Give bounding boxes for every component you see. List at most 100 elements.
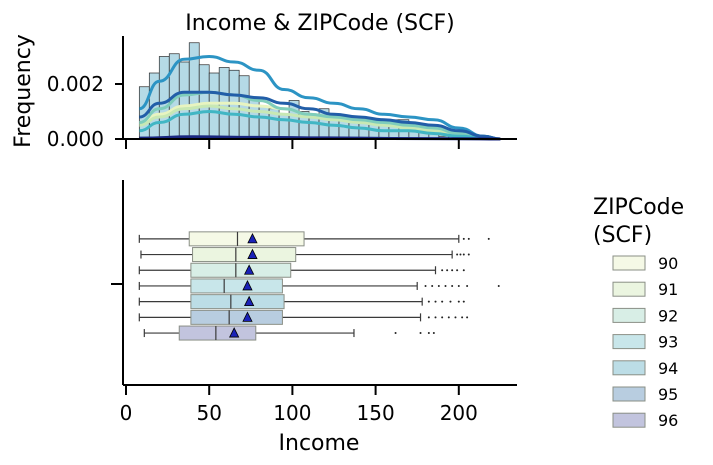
outlier-point [466, 316, 469, 319]
histogram-bar [158, 56, 170, 140]
legend-swatch [612, 307, 646, 323]
outlier-point [466, 284, 469, 287]
legend-swatch [612, 255, 646, 271]
box-body [188, 231, 305, 247]
outlier-point [451, 269, 454, 272]
histogram-bar [328, 119, 340, 140]
legend-swatch [612, 334, 646, 350]
legend-label: 96 [658, 411, 678, 430]
kde-line-93 [139, 109, 501, 141]
histogram-bar [358, 122, 370, 140]
kde-line-95 [139, 90, 501, 141]
legend-item-92: 92 [612, 306, 678, 325]
legend-swatch [612, 360, 646, 376]
outlier-point [427, 316, 430, 319]
x-tick-label: 150 [357, 401, 395, 425]
x-tick-label: 0 [120, 401, 133, 425]
outlier-point [431, 284, 434, 287]
outlier-point [434, 300, 437, 303]
histogram-panel: Income & ZIPCode (SCF) Frequency 0.0000.… [11, 11, 517, 151]
box-95 [138, 309, 469, 325]
legend-item-93: 93 [612, 333, 678, 352]
mean-marker [243, 264, 255, 275]
outlier-point [427, 332, 430, 335]
chart-title: Income & ZIPCode (SCF) [185, 11, 454, 36]
legend: ZIPCode (SCF) 90 91 92 93 94 95 96 [593, 195, 684, 430]
outlier-point [424, 284, 427, 287]
legend-title-line: ZIPCode [593, 195, 684, 220]
legend-item-94: 94 [612, 359, 678, 378]
legend-title-line: (SCF) [593, 223, 652, 248]
mean-marker [243, 295, 255, 307]
legend-title: ZIPCode (SCF) [593, 195, 684, 248]
outlier-point [394, 332, 397, 335]
outlier-point [467, 253, 470, 256]
legend-items: 90 91 92 93 94 95 96 [612, 254, 678, 430]
histogram-bar [178, 61, 190, 140]
legend-item-91: 91 [612, 280, 678, 299]
x-tick-label: 100 [273, 401, 311, 425]
legend-label: 92 [658, 306, 678, 325]
x-tick-label: 200 [440, 401, 478, 425]
mean-marker [247, 248, 258, 259]
y-axis-label: Frequency [11, 34, 36, 148]
legend-label: 91 [658, 280, 678, 299]
box-91 [140, 247, 470, 263]
boxplot-axes: 0 50 100 150 200 [111, 180, 517, 425]
boxplots [138, 231, 500, 341]
outlier-point [441, 316, 444, 319]
outlier-point [446, 269, 449, 272]
outlier-point [457, 284, 460, 287]
legend-label: 93 [658, 333, 678, 352]
outlier-point [441, 300, 444, 303]
box-body [190, 278, 283, 294]
outlier-point [449, 300, 452, 303]
y-tick-label: 0.000 [47, 127, 104, 151]
histogram-bar [238, 75, 250, 140]
outlier-point [447, 316, 450, 319]
box-body [190, 262, 292, 278]
outlier-point [456, 269, 459, 272]
boxplot-panel: 0 50 100 150 200 Income [111, 180, 517, 456]
box-90 [138, 231, 490, 247]
y-tick-label: 0.002 [47, 72, 104, 96]
legend-label: 94 [658, 359, 678, 378]
histogram-axes: 0.000 0.002 [47, 36, 517, 151]
outlier-point [467, 237, 470, 240]
outlier-point [461, 316, 464, 319]
box-body [178, 325, 257, 341]
box-94 [138, 294, 465, 310]
outlier-point [462, 269, 465, 272]
mean-marker [242, 311, 253, 322]
box-body [192, 247, 297, 263]
outlier-point [459, 253, 462, 256]
outlier-point [444, 284, 447, 287]
x-axis-label: Income [279, 431, 360, 456]
legend-item-90: 90 [612, 254, 678, 273]
legend-swatch [612, 386, 646, 402]
mean-marker [242, 280, 253, 291]
legend-swatch [612, 281, 646, 297]
outlier-point [487, 237, 490, 240]
box-body [190, 309, 283, 325]
mean-marker [229, 327, 240, 338]
outlier-point [456, 253, 459, 256]
outlier-point [432, 332, 435, 335]
box-body [190, 294, 285, 310]
kde-line-94 [138, 54, 501, 141]
legend-label: 95 [658, 385, 678, 404]
outlier-point [457, 300, 460, 303]
outlier-point [441, 269, 444, 272]
outlier-point [437, 284, 440, 287]
box-96 [143, 325, 435, 341]
legend-label: 90 [658, 254, 678, 273]
histogram-bar [278, 113, 290, 140]
legend-item-95: 95 [612, 385, 678, 404]
outlier-point [427, 300, 430, 303]
box-93 [138, 278, 500, 294]
outlier-point [419, 332, 422, 335]
box-92 [138, 262, 465, 278]
outlier-point [434, 316, 437, 319]
outlier-point [451, 284, 454, 287]
